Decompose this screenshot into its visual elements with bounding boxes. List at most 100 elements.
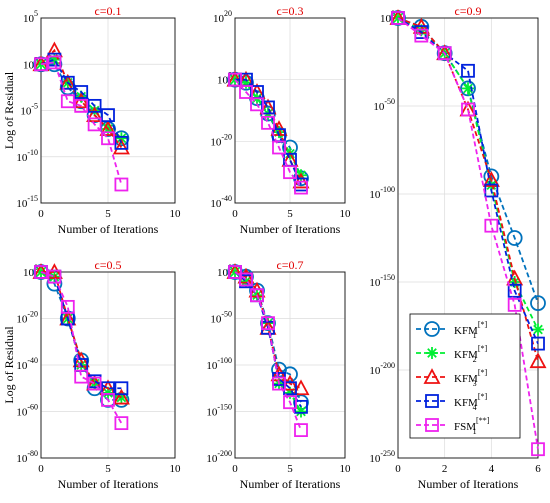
data-point bbox=[48, 270, 61, 283]
data-point bbox=[87, 98, 102, 113]
data-point bbox=[532, 323, 544, 336]
data-point bbox=[86, 106, 104, 123]
data-point bbox=[114, 135, 129, 150]
y-tick-label: 10-40 bbox=[16, 356, 38, 372]
plot-frame bbox=[40, 17, 176, 204]
y-tick-label: 10-80 bbox=[16, 449, 38, 465]
x-tick-label: 5 bbox=[287, 208, 293, 220]
data-point bbox=[272, 140, 286, 155]
data-point bbox=[461, 63, 475, 78]
legend-entry: KFM[*] 4 bbox=[416, 392, 488, 412]
panel-title: ϲ=0.1 bbox=[94, 4, 121, 18]
legend-marker bbox=[425, 418, 439, 432]
y-tick-label: 10-60 bbox=[16, 403, 38, 419]
data-point bbox=[74, 85, 89, 99]
data-point bbox=[112, 388, 130, 405]
series-line bbox=[235, 78, 302, 185]
data-point bbox=[531, 336, 545, 351]
data-point bbox=[437, 46, 452, 61]
y-tick-label: 10-200 bbox=[206, 449, 232, 465]
data-point bbox=[87, 117, 102, 132]
data-point bbox=[99, 120, 117, 136]
x-tick-label: 6 bbox=[535, 463, 541, 475]
data-point bbox=[250, 288, 264, 303]
data-point bbox=[529, 352, 547, 369]
series-line bbox=[40, 58, 123, 144]
x-tick-label: 10 bbox=[340, 208, 352, 220]
x-tick-label: 0 bbox=[38, 463, 44, 475]
series-5 bbox=[228, 265, 308, 438]
legend-marker bbox=[424, 321, 440, 337]
data-point bbox=[60, 299, 75, 314]
x-axis-label: Number of Iterations bbox=[240, 222, 341, 236]
data-point bbox=[482, 171, 500, 187]
data-point bbox=[507, 283, 522, 298]
data-point bbox=[261, 316, 275, 331]
legend: KFM[*] 1 KFM[*] 2 KFM[*] 3 KFM[*] 4 FSM[**] 1 bbox=[409, 313, 521, 439]
data-point bbox=[228, 72, 242, 87]
y-axis-label: Log of Residual bbox=[2, 326, 16, 404]
series-line bbox=[234, 271, 302, 431]
data-point bbox=[228, 265, 242, 279]
y-tick-label: 10-250 bbox=[369, 449, 395, 465]
data-point bbox=[414, 28, 429, 43]
y-tick-label: 10-150 bbox=[369, 273, 395, 289]
y-tick-label: 10-100 bbox=[206, 356, 232, 372]
x-tick-label: 5 bbox=[287, 463, 293, 475]
data-point bbox=[530, 295, 546, 312]
legend-marker bbox=[425, 394, 439, 408]
data-point bbox=[283, 381, 297, 396]
data-point bbox=[239, 272, 253, 287]
series-5 bbox=[34, 55, 129, 192]
data-point bbox=[34, 265, 48, 279]
data-point bbox=[506, 230, 523, 246]
legend-label: KFM[*] 4 bbox=[454, 392, 488, 412]
legend-entry: KFM[*] 1 bbox=[416, 320, 488, 340]
data-point bbox=[484, 183, 499, 198]
y-tick-label: 10-15 bbox=[16, 194, 38, 210]
data-point bbox=[74, 369, 89, 384]
y-tick-label: 10-50 bbox=[210, 310, 232, 326]
x-axis-label: Number of Iterations bbox=[418, 477, 519, 491]
series-5 bbox=[391, 11, 545, 457]
x-tick-label: 0 bbox=[232, 208, 238, 220]
data-point bbox=[460, 80, 476, 97]
data-point bbox=[60, 94, 75, 109]
data-point bbox=[114, 177, 129, 192]
data-point bbox=[47, 269, 62, 284]
data-point bbox=[101, 392, 115, 407]
x-tick-label: 5 bbox=[105, 463, 111, 475]
x-tick-label: 10 bbox=[340, 463, 352, 475]
series-line bbox=[397, 17, 539, 344]
legend-label: FSM[**] 1 bbox=[454, 416, 490, 436]
data-point bbox=[114, 416, 129, 431]
plot-frame bbox=[397, 17, 539, 459]
x-axis-label: Number of Iterations bbox=[58, 477, 159, 491]
data-point bbox=[47, 55, 62, 70]
series-line bbox=[40, 48, 123, 149]
legend-marker bbox=[426, 347, 438, 359]
legend-label: KFM[*] 3 bbox=[454, 368, 488, 388]
plot-frame bbox=[234, 17, 346, 204]
data-point bbox=[87, 376, 102, 391]
y-axis-label: Log of Residual bbox=[2, 71, 16, 149]
x-tick-label: 0 bbox=[395, 463, 401, 475]
x-tick-label: 4 bbox=[489, 463, 495, 475]
x-axis-label: Number of Iterations bbox=[240, 477, 341, 491]
y-tick-label: 10-150 bbox=[206, 403, 232, 419]
data-point bbox=[239, 85, 253, 99]
panel-title: ϲ=0.9 bbox=[454, 4, 481, 18]
y-tick-label: 10-10 bbox=[16, 148, 38, 164]
series-line bbox=[41, 271, 122, 399]
x-tick-label: 0 bbox=[38, 208, 44, 220]
data-point bbox=[112, 138, 130, 155]
panel-title: ϲ=0.5 bbox=[94, 258, 121, 272]
data-point bbox=[101, 108, 115, 123]
data-point bbox=[283, 165, 297, 180]
y-tick-label: 10-20 bbox=[16, 310, 38, 326]
x-axis-label: Number of Iterations bbox=[58, 222, 159, 236]
data-point bbox=[507, 297, 522, 312]
